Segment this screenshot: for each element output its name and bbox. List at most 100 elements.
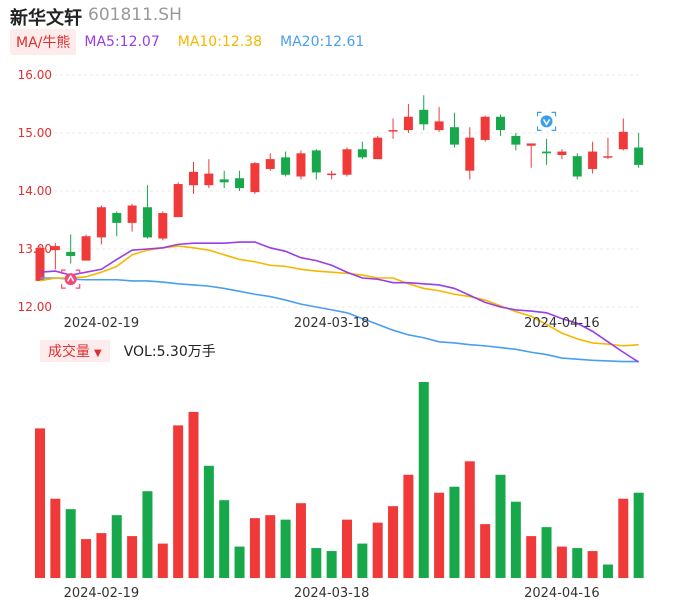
candle-body [35,247,45,281]
volume-bar [295,503,306,578]
volume-bar [510,501,521,578]
candle-body [618,131,628,150]
candle-body [480,116,490,140]
bull-signal-icon[interactable] [61,269,81,289]
candle-body [81,236,91,261]
candle-body [357,149,367,158]
volume-bar [556,546,567,578]
marker-bracket [551,111,557,117]
volume-bar [495,474,506,578]
signal-markers [61,111,557,289]
candle-body [542,151,552,154]
volume-date-tick-label: 2024-04-16 [524,586,600,601]
candle-body [173,184,183,218]
candle-body [311,150,321,173]
volume-tag-label: 成交量 [48,344,90,360]
candle-body [511,135,521,145]
date-tick-label: 2024-04-16 [524,316,600,331]
volume-bar [127,536,138,578]
ma10-line [39,245,639,347]
candle-body [572,156,582,177]
candle-body [219,179,229,183]
marker-bracket [61,269,66,275]
stock-code: 601811.SH [88,5,182,25]
volume-bar [173,425,184,578]
candle-body [388,130,398,132]
volume-bar [464,461,475,578]
volume-value: VOL:5.30万手 [123,344,216,360]
volume-bar [342,519,352,578]
marker-arrow [542,119,551,126]
candle-body [50,246,60,251]
marker-bracket [551,126,557,131]
volume-bar [618,498,629,578]
candle-body [634,147,644,165]
candle-body [204,173,214,186]
marker-bracket [75,269,81,275]
marker-arrow [67,274,75,282]
ma10-label: MA10:12.38 [177,34,263,50]
price-tick-label: 14.00 [18,184,52,198]
volume-bar [541,527,552,578]
candle-body [112,213,122,223]
candle-body [526,143,536,146]
volume-bar [372,522,383,578]
date-axis-labels: 2024-02-19 2024-03-18 2024-04-16 [64,316,600,331]
volume-bar [203,465,214,578]
candle-body [557,151,567,156]
dropdown-arrow-icon: ▼ [94,348,102,359]
price-tick-label: 15.00 [18,126,52,140]
candle-body [327,173,337,176]
stock-name: 新华文轩 [10,8,82,29]
ma-legend: MA/牛熊 MA5:12.07 MA10:12.38 MA20:12.61 [10,28,382,56]
volume-bar [234,546,245,578]
volume-bar [326,551,337,578]
volume-bar [418,382,429,578]
volume-bar [602,564,613,578]
volume-bar [480,524,491,578]
volume-bar [188,411,199,578]
volume-bar [526,536,537,578]
ma-indicator-selector[interactable]: MA/牛熊 [10,29,77,55]
ma5-line [39,241,640,363]
volume-bar [388,506,399,578]
volume-bar [434,492,445,578]
candle-body [449,127,459,145]
volume-bar [572,548,583,578]
candle-body [235,178,245,189]
marker-dot [540,115,553,128]
volume-bar [587,551,598,578]
marker-dot [64,273,77,286]
volume-bar [50,498,61,578]
candle-body [496,116,505,131]
volume-bar [357,543,368,578]
candle-body [373,137,383,160]
price-gridlines [36,74,640,308]
candle-body [296,153,306,177]
candle-body [265,159,275,169]
bear-signal-icon[interactable] [536,111,557,131]
candle-body [281,157,291,175]
volume-bar [249,518,260,578]
volume-date-tick-label: 2024-02-19 [64,586,140,601]
volume-bar [280,519,291,578]
volume-legend: 成交量 ▼ VOL:5.30万手 [40,340,216,362]
candle-body [603,156,613,158]
volume-bar [96,533,107,578]
date-tick-label: 2024-03-18 [294,316,370,331]
volume-indicator-selector[interactable]: 成交量 ▼ [40,340,110,362]
volume-date-axis-labels: 2024-02-19 2024-03-18 2024-04-16 [64,586,600,601]
volume-bar [403,474,414,578]
marker-bracket [536,126,542,131]
volume-bar [65,509,76,578]
candle-body [96,207,106,238]
marker-bracket [536,111,542,117]
volume-bar [311,548,322,578]
volume-bar [633,492,644,578]
volume-date-tick-label: 2024-03-18 [294,586,370,601]
volume-bar [35,428,45,578]
candle-body [158,213,168,239]
price-tick-label: 12.00 [18,300,52,314]
volume-bar [157,543,168,578]
